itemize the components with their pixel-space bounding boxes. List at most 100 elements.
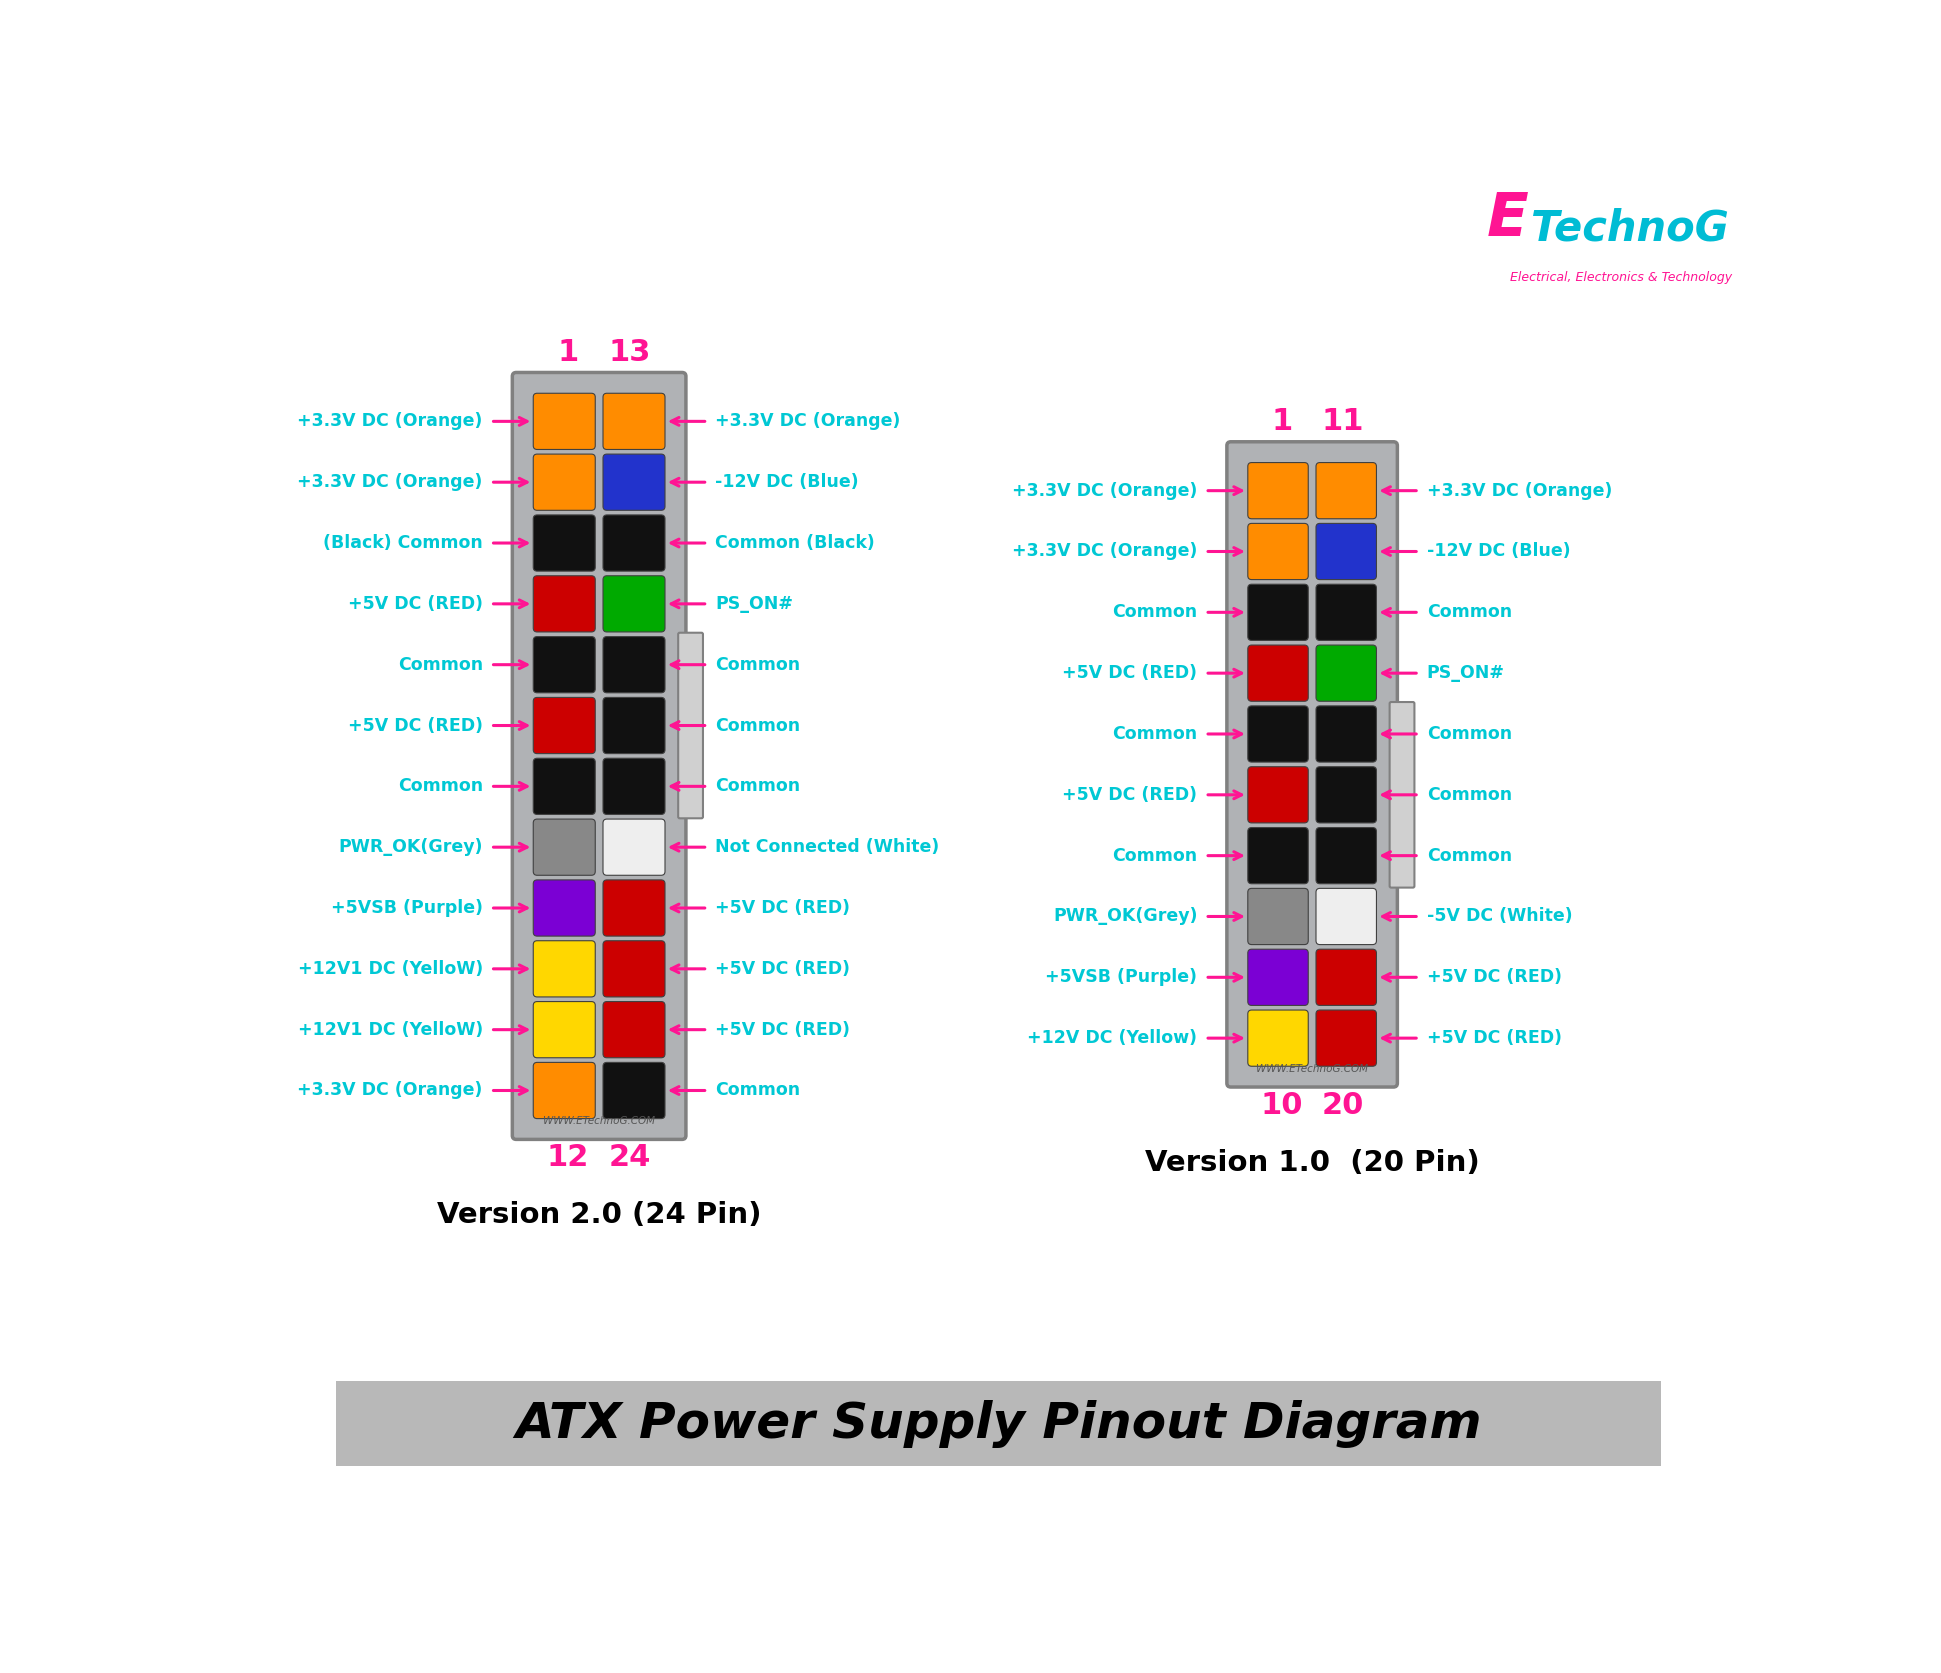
FancyBboxPatch shape: [604, 940, 666, 997]
FancyBboxPatch shape: [1248, 1010, 1308, 1066]
Text: Common: Common: [1427, 847, 1512, 865]
FancyBboxPatch shape: [604, 1002, 666, 1057]
Text: 12: 12: [547, 1143, 590, 1173]
Text: +3.3V DC (Orange): +3.3V DC (Orange): [716, 412, 901, 430]
FancyBboxPatch shape: [604, 820, 666, 875]
Text: Not Connected (White): Not Connected (White): [716, 838, 939, 857]
Text: +5VSB (Purple): +5VSB (Purple): [1046, 969, 1198, 987]
Text: 24: 24: [609, 1143, 652, 1173]
Text: (Black) Common: (Black) Common: [322, 534, 483, 552]
FancyBboxPatch shape: [677, 632, 703, 818]
Text: +12V1 DC (YelloW): +12V1 DC (YelloW): [297, 1021, 483, 1039]
FancyBboxPatch shape: [1390, 703, 1415, 888]
Text: -5V DC (White): -5V DC (White): [1427, 907, 1572, 925]
FancyBboxPatch shape: [1248, 462, 1308, 519]
Text: Common: Common: [716, 1081, 800, 1099]
FancyBboxPatch shape: [604, 880, 666, 937]
Text: -12V DC (Blue): -12V DC (Blue): [716, 473, 860, 492]
Text: 10: 10: [1260, 1091, 1302, 1119]
FancyBboxPatch shape: [336, 1382, 1661, 1466]
Text: -12V DC (Blue): -12V DC (Blue): [1427, 542, 1570, 560]
FancyBboxPatch shape: [604, 758, 666, 815]
FancyBboxPatch shape: [604, 515, 666, 570]
FancyBboxPatch shape: [534, 820, 596, 875]
FancyBboxPatch shape: [534, 940, 596, 997]
Text: PWR_OK(Grey): PWR_OK(Grey): [1052, 907, 1198, 925]
Text: PS_ON#: PS_ON#: [716, 596, 794, 612]
Text: +5V DC (RED): +5V DC (RED): [347, 596, 483, 612]
FancyBboxPatch shape: [534, 758, 596, 815]
Text: TechnoG: TechnoG: [1531, 207, 1729, 249]
FancyBboxPatch shape: [1316, 828, 1376, 883]
Text: Common: Common: [1112, 847, 1198, 865]
FancyBboxPatch shape: [1316, 524, 1376, 579]
Text: +5V DC (RED): +5V DC (RED): [1427, 1029, 1563, 1047]
Text: +3.3V DC (Orange): +3.3V DC (Orange): [297, 1081, 483, 1099]
Text: +5V DC (RED): +5V DC (RED): [1427, 969, 1563, 987]
Text: PWR_OK(Grey): PWR_OK(Grey): [338, 838, 483, 857]
Text: Common: Common: [716, 656, 800, 674]
Text: WWW.ETechnoG.COM: WWW.ETechnoG.COM: [1256, 1064, 1368, 1074]
FancyBboxPatch shape: [534, 1002, 596, 1057]
Text: +5V DC (RED): +5V DC (RED): [716, 898, 850, 917]
FancyBboxPatch shape: [1248, 888, 1308, 945]
Text: +5V DC (RED): +5V DC (RED): [1062, 786, 1198, 803]
FancyBboxPatch shape: [1316, 766, 1376, 823]
Text: +5V DC (RED): +5V DC (RED): [1062, 664, 1198, 683]
Text: 1: 1: [557, 338, 578, 366]
Text: +5VSB (Purple): +5VSB (Purple): [330, 898, 483, 917]
Text: +3.3V DC (Orange): +3.3V DC (Orange): [1427, 482, 1613, 500]
FancyBboxPatch shape: [1248, 584, 1308, 641]
FancyBboxPatch shape: [1248, 706, 1308, 763]
FancyBboxPatch shape: [1316, 888, 1376, 945]
FancyBboxPatch shape: [1248, 766, 1308, 823]
Text: +12V DC (Yellow): +12V DC (Yellow): [1027, 1029, 1198, 1047]
Text: Common: Common: [1427, 786, 1512, 803]
FancyBboxPatch shape: [604, 453, 666, 510]
Text: 13: 13: [609, 338, 652, 366]
FancyBboxPatch shape: [534, 453, 596, 510]
Text: Common: Common: [716, 716, 800, 734]
Text: Common: Common: [398, 656, 483, 674]
Text: Common: Common: [1427, 604, 1512, 621]
FancyBboxPatch shape: [1316, 462, 1376, 519]
Text: Common: Common: [1427, 724, 1512, 743]
Text: PS_ON#: PS_ON#: [1427, 664, 1504, 683]
FancyBboxPatch shape: [604, 1062, 666, 1119]
FancyBboxPatch shape: [534, 880, 596, 937]
FancyBboxPatch shape: [1316, 949, 1376, 1005]
FancyBboxPatch shape: [534, 576, 596, 632]
FancyBboxPatch shape: [534, 637, 596, 693]
Text: 20: 20: [1322, 1091, 1363, 1119]
Text: Common: Common: [398, 778, 483, 795]
Text: +3.3V DC (Orange): +3.3V DC (Orange): [1011, 542, 1198, 560]
Text: Common: Common: [1112, 604, 1198, 621]
FancyBboxPatch shape: [604, 637, 666, 693]
Text: +5V DC (RED): +5V DC (RED): [716, 1021, 850, 1039]
Text: +5V DC (RED): +5V DC (RED): [716, 960, 850, 977]
Text: 11: 11: [1322, 408, 1365, 437]
Text: +3.3V DC (Orange): +3.3V DC (Orange): [297, 473, 483, 492]
FancyBboxPatch shape: [534, 515, 596, 570]
Text: Version 2.0 (24 Pin): Version 2.0 (24 Pin): [437, 1201, 761, 1230]
FancyBboxPatch shape: [534, 393, 596, 450]
FancyBboxPatch shape: [1316, 584, 1376, 641]
FancyBboxPatch shape: [604, 698, 666, 753]
FancyBboxPatch shape: [1248, 646, 1308, 701]
Text: Version 1.0  (20 Pin): Version 1.0 (20 Pin): [1145, 1149, 1479, 1176]
FancyBboxPatch shape: [1248, 949, 1308, 1005]
FancyBboxPatch shape: [1316, 646, 1376, 701]
FancyBboxPatch shape: [534, 1062, 596, 1119]
FancyBboxPatch shape: [604, 576, 666, 632]
Text: +12V1 DC (YelloW): +12V1 DC (YelloW): [297, 960, 483, 977]
Text: Common (Black): Common (Black): [716, 534, 875, 552]
Text: +5V DC (RED): +5V DC (RED): [347, 716, 483, 734]
Text: ATX Power Supply Pinout Diagram: ATX Power Supply Pinout Diagram: [514, 1400, 1481, 1447]
Text: +3.3V DC (Orange): +3.3V DC (Orange): [1011, 482, 1198, 500]
Text: +3.3V DC (Orange): +3.3V DC (Orange): [297, 412, 483, 430]
Text: 1: 1: [1271, 408, 1293, 437]
FancyBboxPatch shape: [534, 698, 596, 753]
FancyBboxPatch shape: [512, 373, 685, 1139]
FancyBboxPatch shape: [1316, 706, 1376, 763]
FancyBboxPatch shape: [1248, 524, 1308, 579]
